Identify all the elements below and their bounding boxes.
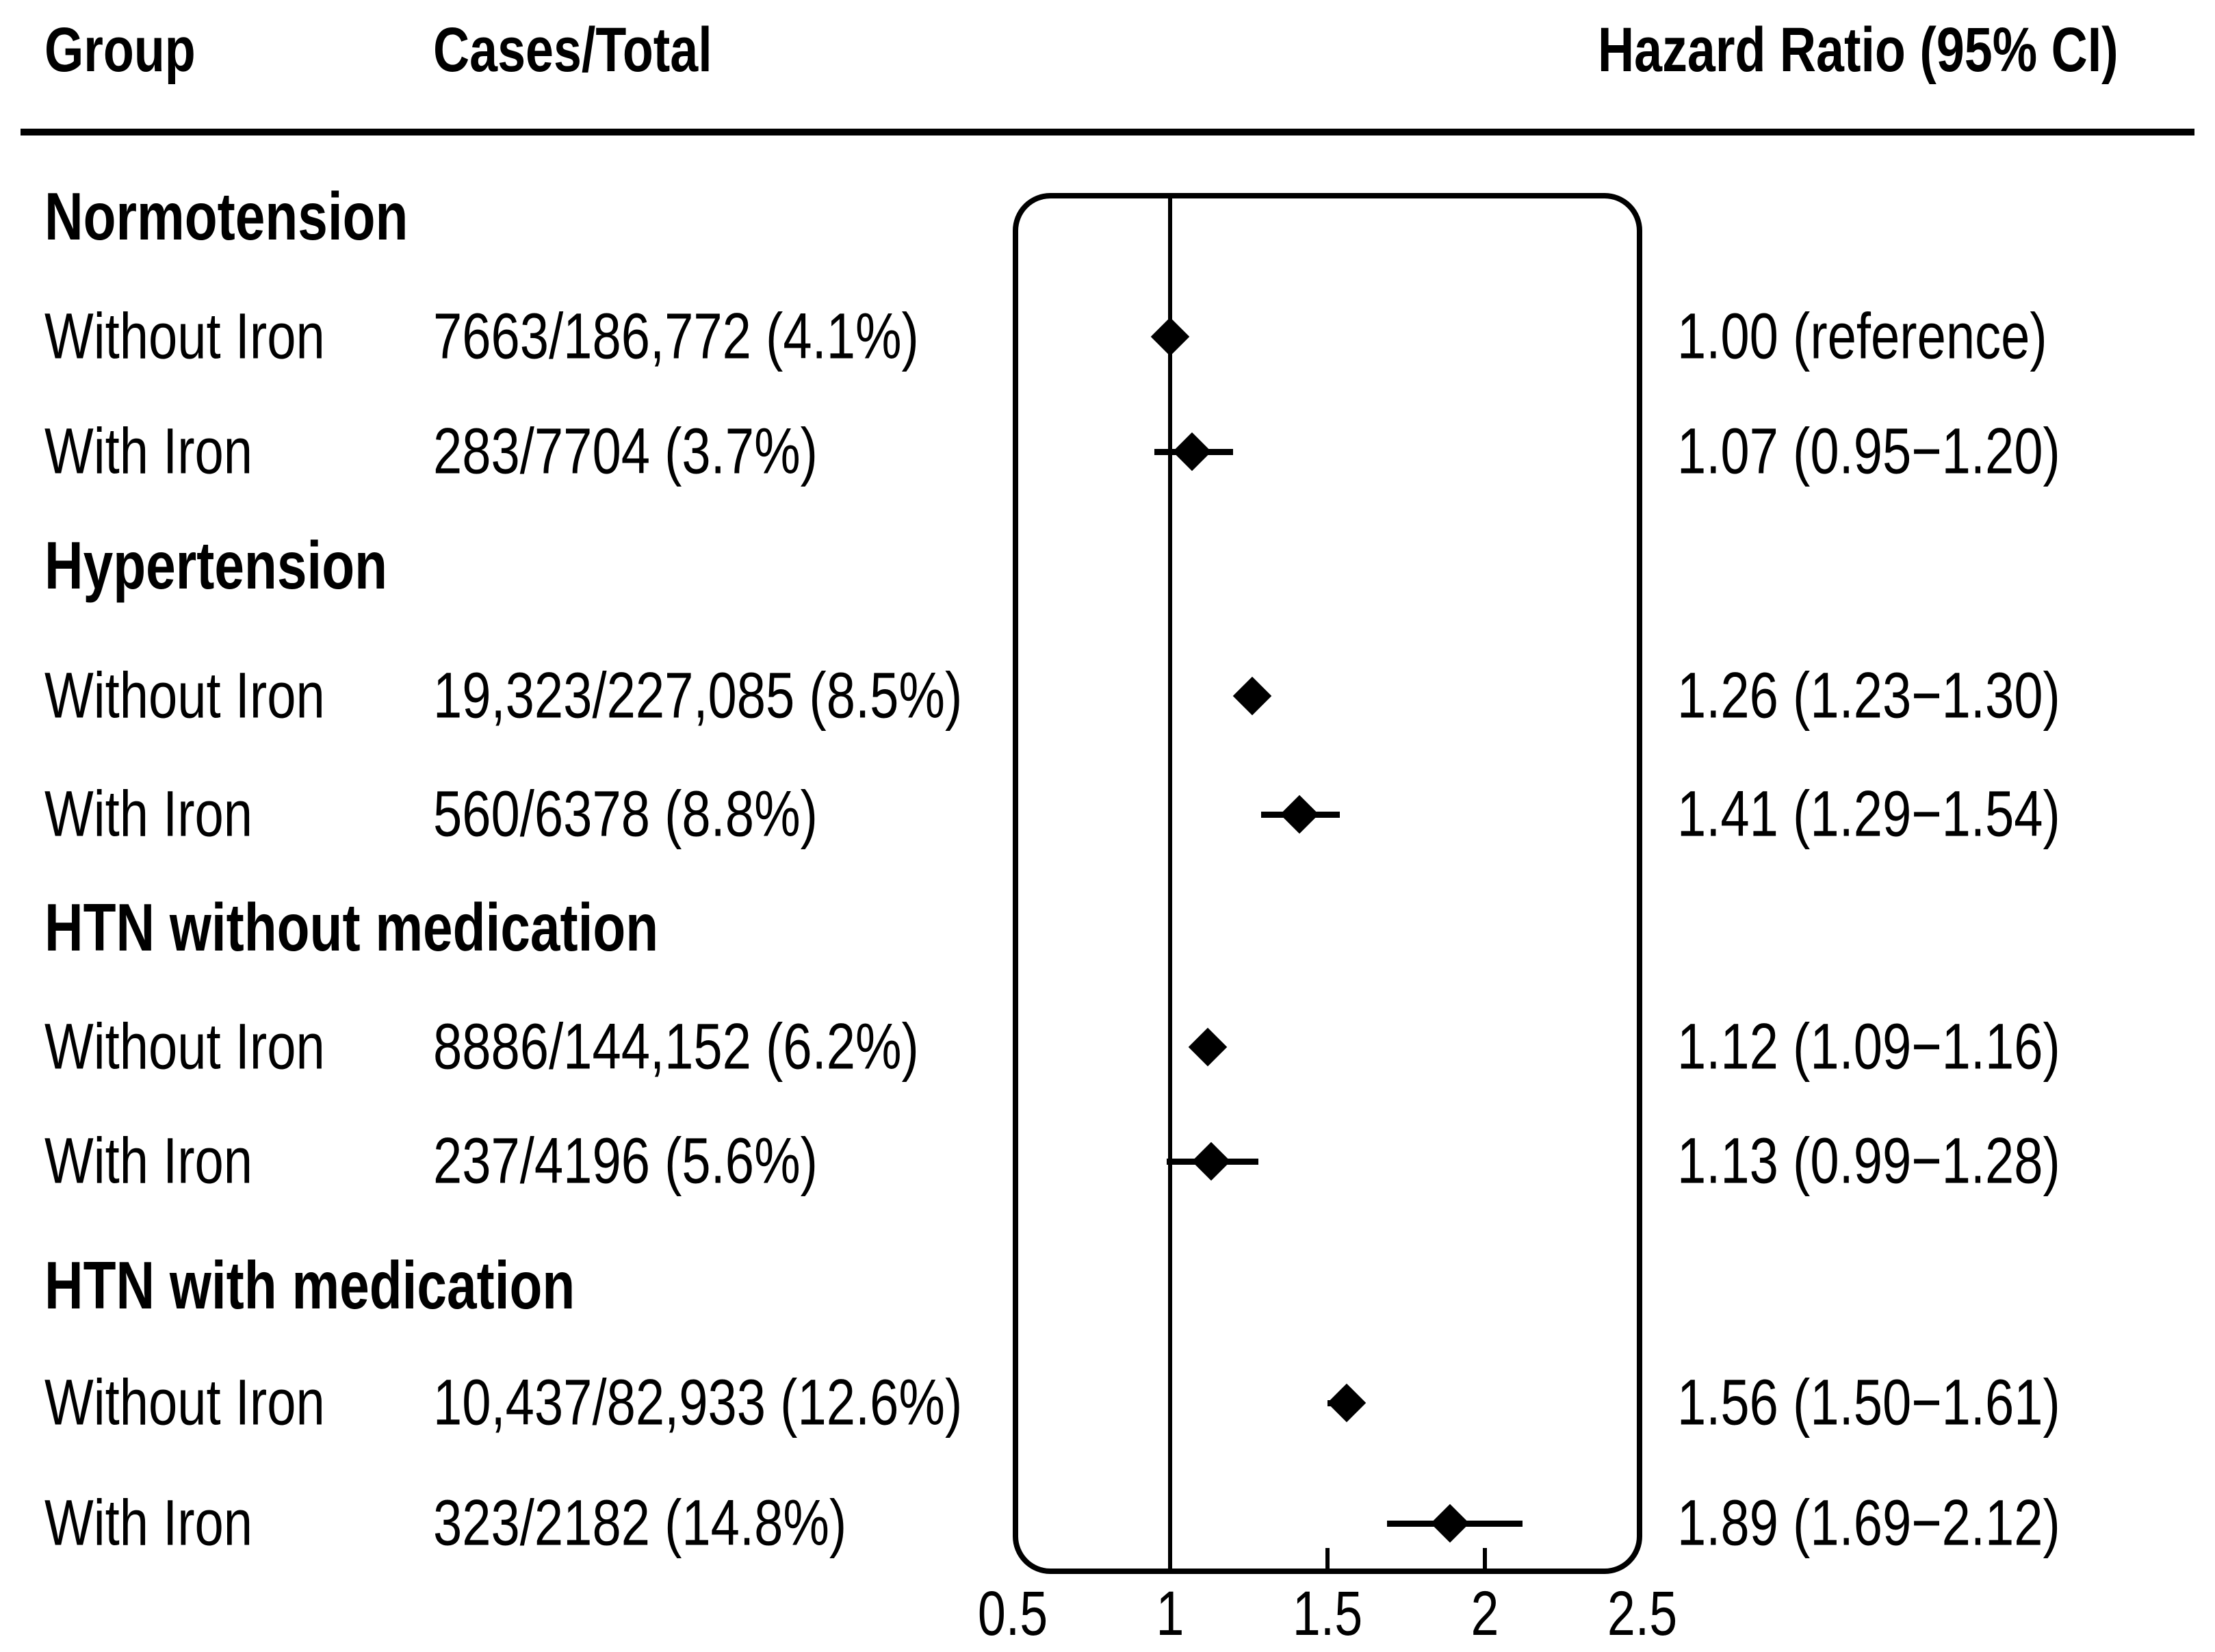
row-hr-value: 1.12 (1.09−1.16) <box>1677 1010 2060 1083</box>
row-group-label: Without Iron <box>44 1366 325 1439</box>
axis-tick-label: 1 <box>1156 1579 1184 1649</box>
section-label: HTN with medication <box>44 1248 575 1323</box>
column-header-hazard-ratio: Hazard Ratio (95% CI) <box>1598 15 2119 85</box>
row-hr-value: 1.89 (1.69−2.12) <box>1677 1486 2060 1560</box>
row-hr-value: 1.56 (1.50−1.61) <box>1677 1366 2060 1439</box>
row-hr-value: 1.26 (1.23−1.30) <box>1677 659 2060 732</box>
row-cases-value: 7663/186,772 (4.1%) <box>433 300 919 373</box>
row-cases-value: 283/7704 (3.7%) <box>433 415 818 488</box>
column-header-cases-total: Cases/Total <box>433 15 712 85</box>
row-cases-value: 8886/144,152 (6.2%) <box>433 1010 919 1083</box>
row-hr-value: 1.07 (0.95−1.20) <box>1677 415 2060 488</box>
header-rule <box>21 129 2194 135</box>
section-label: Normotension <box>44 179 409 254</box>
axis-tick-label: 2 <box>1471 1579 1499 1649</box>
row-cases-value: 10,437/82,933 (12.6%) <box>433 1366 963 1439</box>
row-cases-value: 323/2182 (14.8%) <box>433 1486 847 1560</box>
section-label: HTN without medication <box>44 890 659 965</box>
row-group-label: Without Iron <box>44 1010 325 1083</box>
row-group-label: Without Iron <box>44 659 325 732</box>
row-cases-value: 237/4196 (5.6%) <box>433 1124 818 1198</box>
row-group-label: With Iron <box>44 777 253 851</box>
row-cases-value: 560/6378 (8.8%) <box>433 777 818 851</box>
row-cases-value: 19,323/227,085 (8.5%) <box>433 659 963 732</box>
section-label: Hypertension <box>44 528 387 603</box>
axis-tick <box>1483 1548 1487 1571</box>
row-hr-value: 1.13 (0.99−1.28) <box>1677 1124 2060 1198</box>
column-header-group: Group <box>44 15 196 85</box>
row-hr-value: 1.00 (reference) <box>1677 300 2047 373</box>
axis-tick-label: 1.5 <box>1292 1579 1363 1649</box>
row-group-label: With Iron <box>44 415 253 488</box>
row-hr-value: 1.41 (1.29−1.54) <box>1677 777 2060 851</box>
row-group-label: Without Iron <box>44 300 325 373</box>
axis-tick <box>1325 1548 1330 1571</box>
row-group-label: With Iron <box>44 1124 253 1198</box>
axis-tick-label: 2.5 <box>1607 1579 1678 1649</box>
reference-line <box>1168 196 1172 1571</box>
axis-tick-label: 0.5 <box>977 1579 1048 1649</box>
plot-box <box>1013 193 1642 1574</box>
row-group-label: With Iron <box>44 1486 253 1560</box>
